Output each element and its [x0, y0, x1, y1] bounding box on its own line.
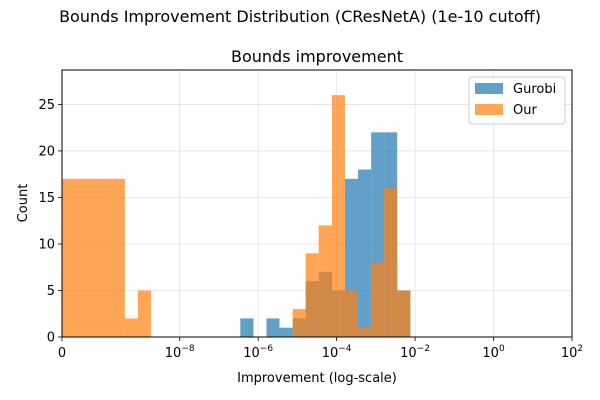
- bar-gurobi: [357, 169, 372, 337]
- bar-our: [292, 309, 306, 337]
- x-tick-label: 0: [58, 346, 66, 361]
- y-tick-label: 10: [38, 237, 55, 252]
- x-axis-ticks: 0 10−8 10−6 10−4 10−2 100 102: [58, 337, 583, 361]
- bar-our: [371, 262, 385, 337]
- bar-gurobi: [266, 318, 280, 337]
- figure-suptitle: Bounds Improvement Distribution (CResNet…: [59, 7, 541, 26]
- chart-title: Bounds improvement: [231, 47, 403, 66]
- bar-our: [357, 327, 372, 337]
- x-axis-label: Improvement (log-scale): [237, 371, 397, 386]
- x-tick-label: 10−4: [322, 344, 352, 361]
- x-tick-label: 10−8: [165, 344, 195, 361]
- bar-our: [305, 253, 319, 337]
- x-tick-label: 102: [561, 344, 583, 361]
- y-axis-label: Count: [16, 184, 31, 223]
- bar-our: [62, 178, 125, 337]
- y-axis-ticks: 0 5 10 15 20 25: [38, 98, 62, 346]
- y-tick-label: 0: [47, 331, 55, 346]
- y-tick-label: 15: [38, 191, 55, 206]
- legend-label-gurobi: Gurobi: [513, 82, 556, 97]
- bar-our: [318, 225, 332, 337]
- bar-our: [124, 318, 138, 337]
- y-tick-label: 5: [47, 284, 55, 299]
- legend-swatch-our: [475, 104, 503, 115]
- x-tick-label: 100: [482, 344, 505, 361]
- x-tick-label: 10−2: [400, 344, 430, 361]
- bar-gurobi: [279, 327, 293, 337]
- bar-our: [137, 290, 151, 337]
- bar-our: [331, 95, 345, 337]
- x-tick-label: 10−6: [243, 344, 273, 361]
- y-tick-label: 20: [38, 144, 55, 159]
- bar-our: [384, 188, 398, 337]
- bar-gurobi: [240, 318, 254, 337]
- legend: Gurobi Our: [468, 76, 566, 125]
- series-our-bars: [62, 95, 411, 337]
- bar-our: [397, 290, 411, 337]
- plot-frame: [61, 69, 573, 338]
- bar-our: [344, 290, 358, 337]
- y-tick-label: 25: [38, 98, 55, 113]
- legend-swatch-gurobi: [475, 83, 503, 94]
- legend-label-our: Our: [513, 103, 537, 118]
